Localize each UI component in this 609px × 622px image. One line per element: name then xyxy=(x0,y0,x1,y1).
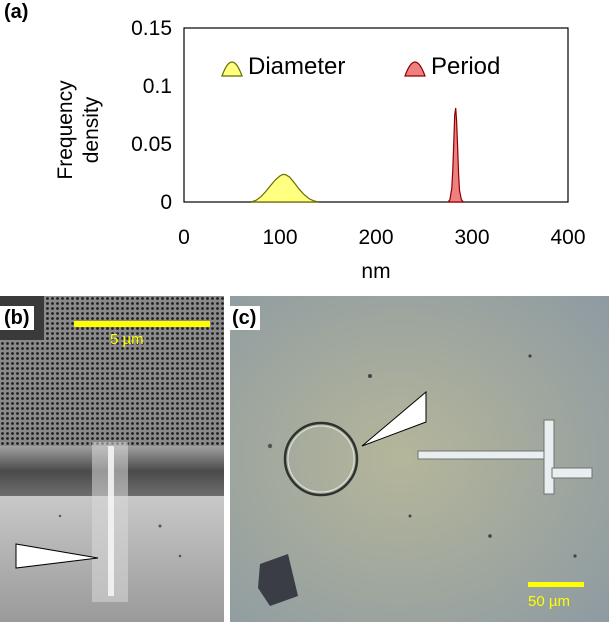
x-axis-label: nm xyxy=(361,260,390,283)
optical-image xyxy=(230,296,609,622)
optical-scale-label: 50 µm xyxy=(528,593,570,610)
series-period-area xyxy=(446,107,465,203)
y-tick-label: 0.05 xyxy=(131,133,172,156)
panel-b-label: (b) xyxy=(0,306,34,330)
y-tick-label: 0.1 xyxy=(143,75,172,98)
y-tick-label: 0.15 xyxy=(131,17,172,40)
y-tick-label: 0 xyxy=(160,191,172,214)
optical-micrograph: 50 µm xyxy=(230,296,609,622)
x-tick-label: 0 xyxy=(178,226,190,249)
panel-a-label: (a) xyxy=(0,0,33,24)
series-layer xyxy=(250,107,465,203)
legend: Diameter Period xyxy=(221,53,500,80)
y-axis-label-line1: Frequency xyxy=(54,80,77,180)
optical-scale-bar xyxy=(528,582,584,587)
density-chart: 0.15 0.1 0.05 0 0 100 200 300 400 Frequency den… xyxy=(54,17,586,283)
y-axis-label-line2: density xyxy=(80,96,103,163)
series-diameter-area xyxy=(250,173,319,203)
legend-diameter-swatch xyxy=(221,61,243,77)
panel-c-label: (c) xyxy=(228,306,261,330)
sem-micrograph: 5 µm xyxy=(0,296,224,622)
sem-arrow-pointer xyxy=(15,543,99,569)
sem-scale-bar xyxy=(74,321,210,327)
plot-area xyxy=(183,27,569,203)
x-tick-label: 300 xyxy=(454,226,489,249)
y-tick-labels: 0.15 0.1 0.05 0 xyxy=(131,17,172,214)
sem-scale-label: 5 µm xyxy=(110,331,144,348)
x-tick-label: 200 xyxy=(358,226,393,249)
legend-period-swatch xyxy=(404,61,426,77)
legend-diameter-label: Diameter xyxy=(248,53,345,80)
legend-period-label: Period xyxy=(431,53,500,80)
x-tick-labels: 0 100 200 300 400 xyxy=(178,226,585,249)
x-tick-label: 100 xyxy=(262,226,297,249)
x-tick-label: 400 xyxy=(550,226,585,249)
